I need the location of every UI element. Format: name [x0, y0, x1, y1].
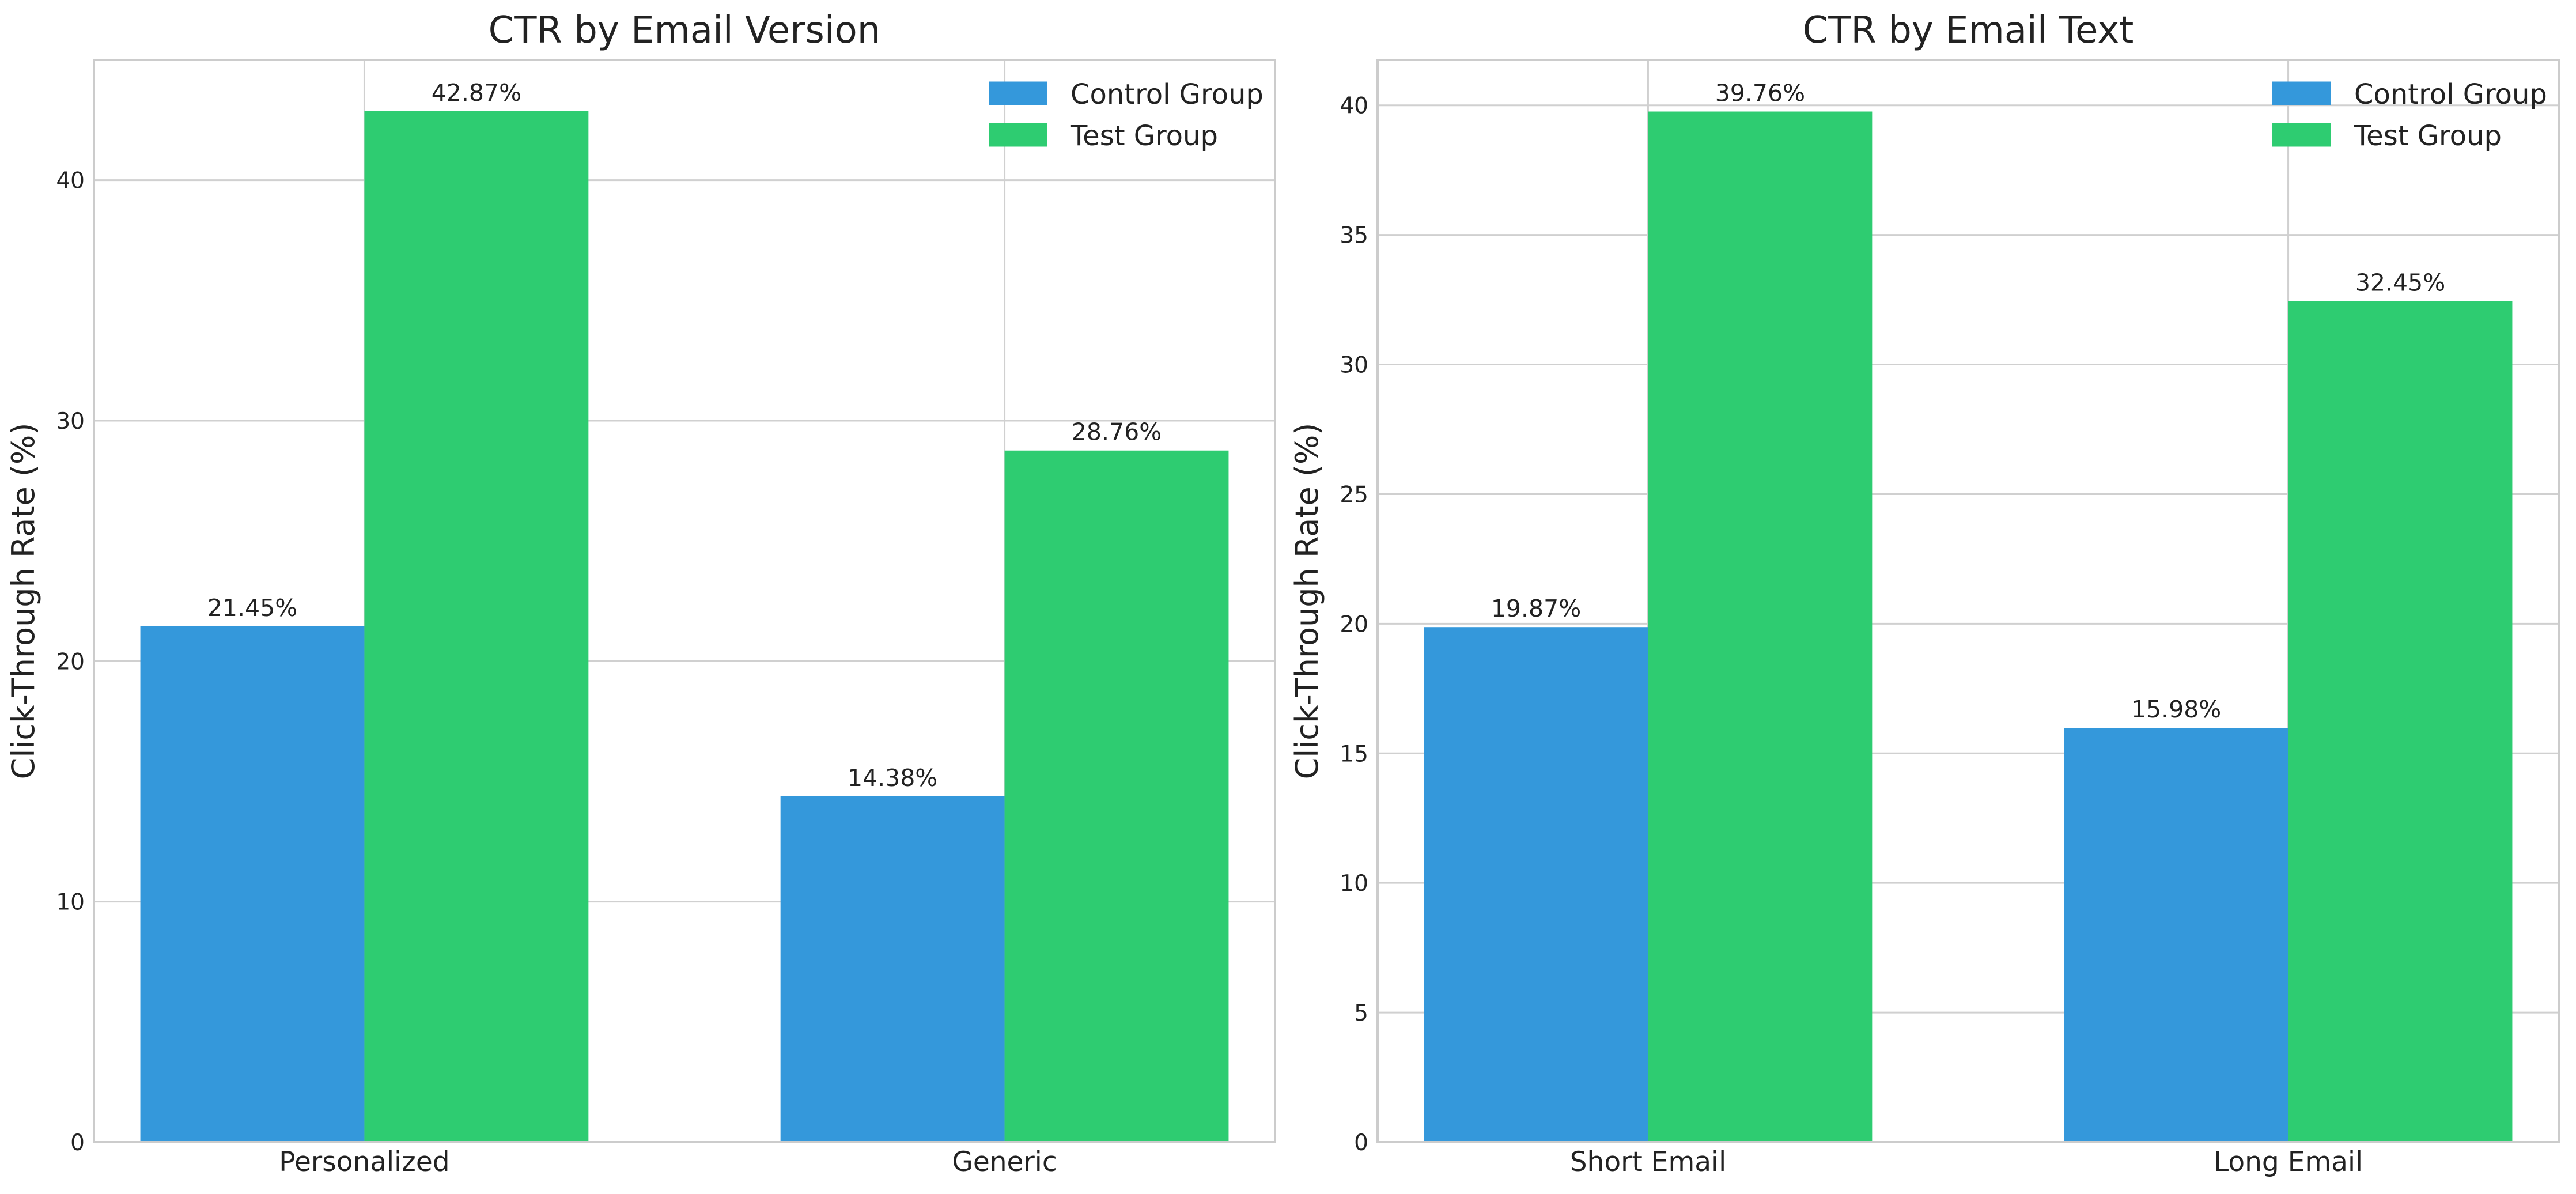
bar-value-label: 39.76%: [1715, 80, 1805, 107]
control-bar-personalized: [140, 626, 365, 1142]
bar-value-label: 32.45%: [2355, 269, 2445, 296]
y-axis-label: Click-Through Rate (%): [5, 423, 41, 780]
chart-title: CTR by Email Version: [489, 9, 881, 52]
y-tick-labels: 0 5 10 15 20 25 30 35 40: [1340, 93, 1368, 1156]
chart-email-text: 0 5 10 15 20 25 30 35 40 Short Email Long Email 1…: [1289, 9, 2560, 1178]
legend: Control Group Test Group: [989, 78, 1264, 152]
y-tick-label: 20: [56, 649, 85, 675]
y-tick-label: 30: [56, 409, 85, 434]
legend-label-test: Test Group: [2354, 120, 2502, 152]
x-tick-label: Long Email: [2214, 1146, 2363, 1178]
y-tick-label: 25: [1340, 482, 1368, 508]
test-bar-generic: [1004, 450, 1229, 1143]
legend-label-control: Control Group: [2354, 78, 2547, 111]
y-tick-label: 10: [56, 890, 85, 916]
bar-value-label: 21.45%: [207, 594, 297, 622]
y-tick-label: 0: [1354, 1130, 1368, 1156]
chart-email-version: 0 10 20 30 40 Personalized Generic 21.45% 14.3…: [5, 9, 1276, 1178]
x-tick-labels: Personalized Generic: [279, 1146, 1057, 1178]
x-tick-label: Personalized: [279, 1146, 449, 1178]
y-tick-label: 30: [1340, 353, 1368, 379]
y-axis-label: Click-Through Rate (%): [1289, 423, 1325, 780]
x-tick-label: Short Email: [1570, 1146, 1726, 1178]
bars: [140, 111, 1229, 1143]
x-tick-label: Generic: [952, 1146, 1057, 1178]
bar-value-label: 15.98%: [2131, 696, 2221, 723]
y-tick-labels: 0 10 20 30 40: [56, 168, 85, 1156]
y-tick-label: 40: [56, 168, 85, 194]
test-bar-long-email: [2288, 301, 2513, 1142]
y-tick-label: 15: [1340, 741, 1368, 767]
legend-label-test: Test Group: [1070, 120, 1218, 152]
legend-label-control: Control Group: [1071, 78, 1264, 111]
bar-value-label: 42.87%: [432, 79, 521, 107]
legend-swatch-control: [2272, 81, 2331, 105]
y-tick-label: 0: [70, 1130, 85, 1156]
chart-title: CTR by Email Text: [1803, 9, 2134, 52]
bar-value-label: 14.38%: [848, 764, 937, 792]
test-bar-personalized: [364, 111, 589, 1143]
plot-frame: [1376, 59, 2560, 1143]
x-tick-labels: Short Email Long Email: [1570, 1146, 2363, 1178]
bars: [1424, 111, 2513, 1142]
y-tick-label: 10: [1340, 871, 1368, 897]
control-bar-short-email: [1424, 627, 1648, 1142]
plot-frame: [93, 59, 1276, 1143]
bar-value-label: 19.87%: [1491, 595, 1581, 622]
y-tick-label: 5: [1354, 1000, 1368, 1026]
y-tick-label: 20: [1340, 611, 1368, 637]
bar-value-labels: 21.45% 14.38% 42.87% 28.76%: [207, 79, 1162, 792]
legend-swatch-test: [989, 123, 1047, 147]
test-bar-short-email: [1648, 111, 1873, 1142]
control-bar-generic: [780, 796, 1005, 1142]
bar-value-labels: 19.87% 15.98% 39.76% 32.45%: [1491, 80, 2445, 724]
legend-swatch-test: [2272, 123, 2331, 147]
legend: Control Group Test Group: [2272, 78, 2547, 152]
y-tick-label: 40: [1340, 93, 1368, 119]
bar-value-label: 28.76%: [1072, 418, 1162, 446]
legend-swatch-control: [989, 81, 1047, 105]
control-bar-long-email: [2064, 728, 2288, 1142]
y-tick-label: 35: [1340, 223, 1368, 249]
